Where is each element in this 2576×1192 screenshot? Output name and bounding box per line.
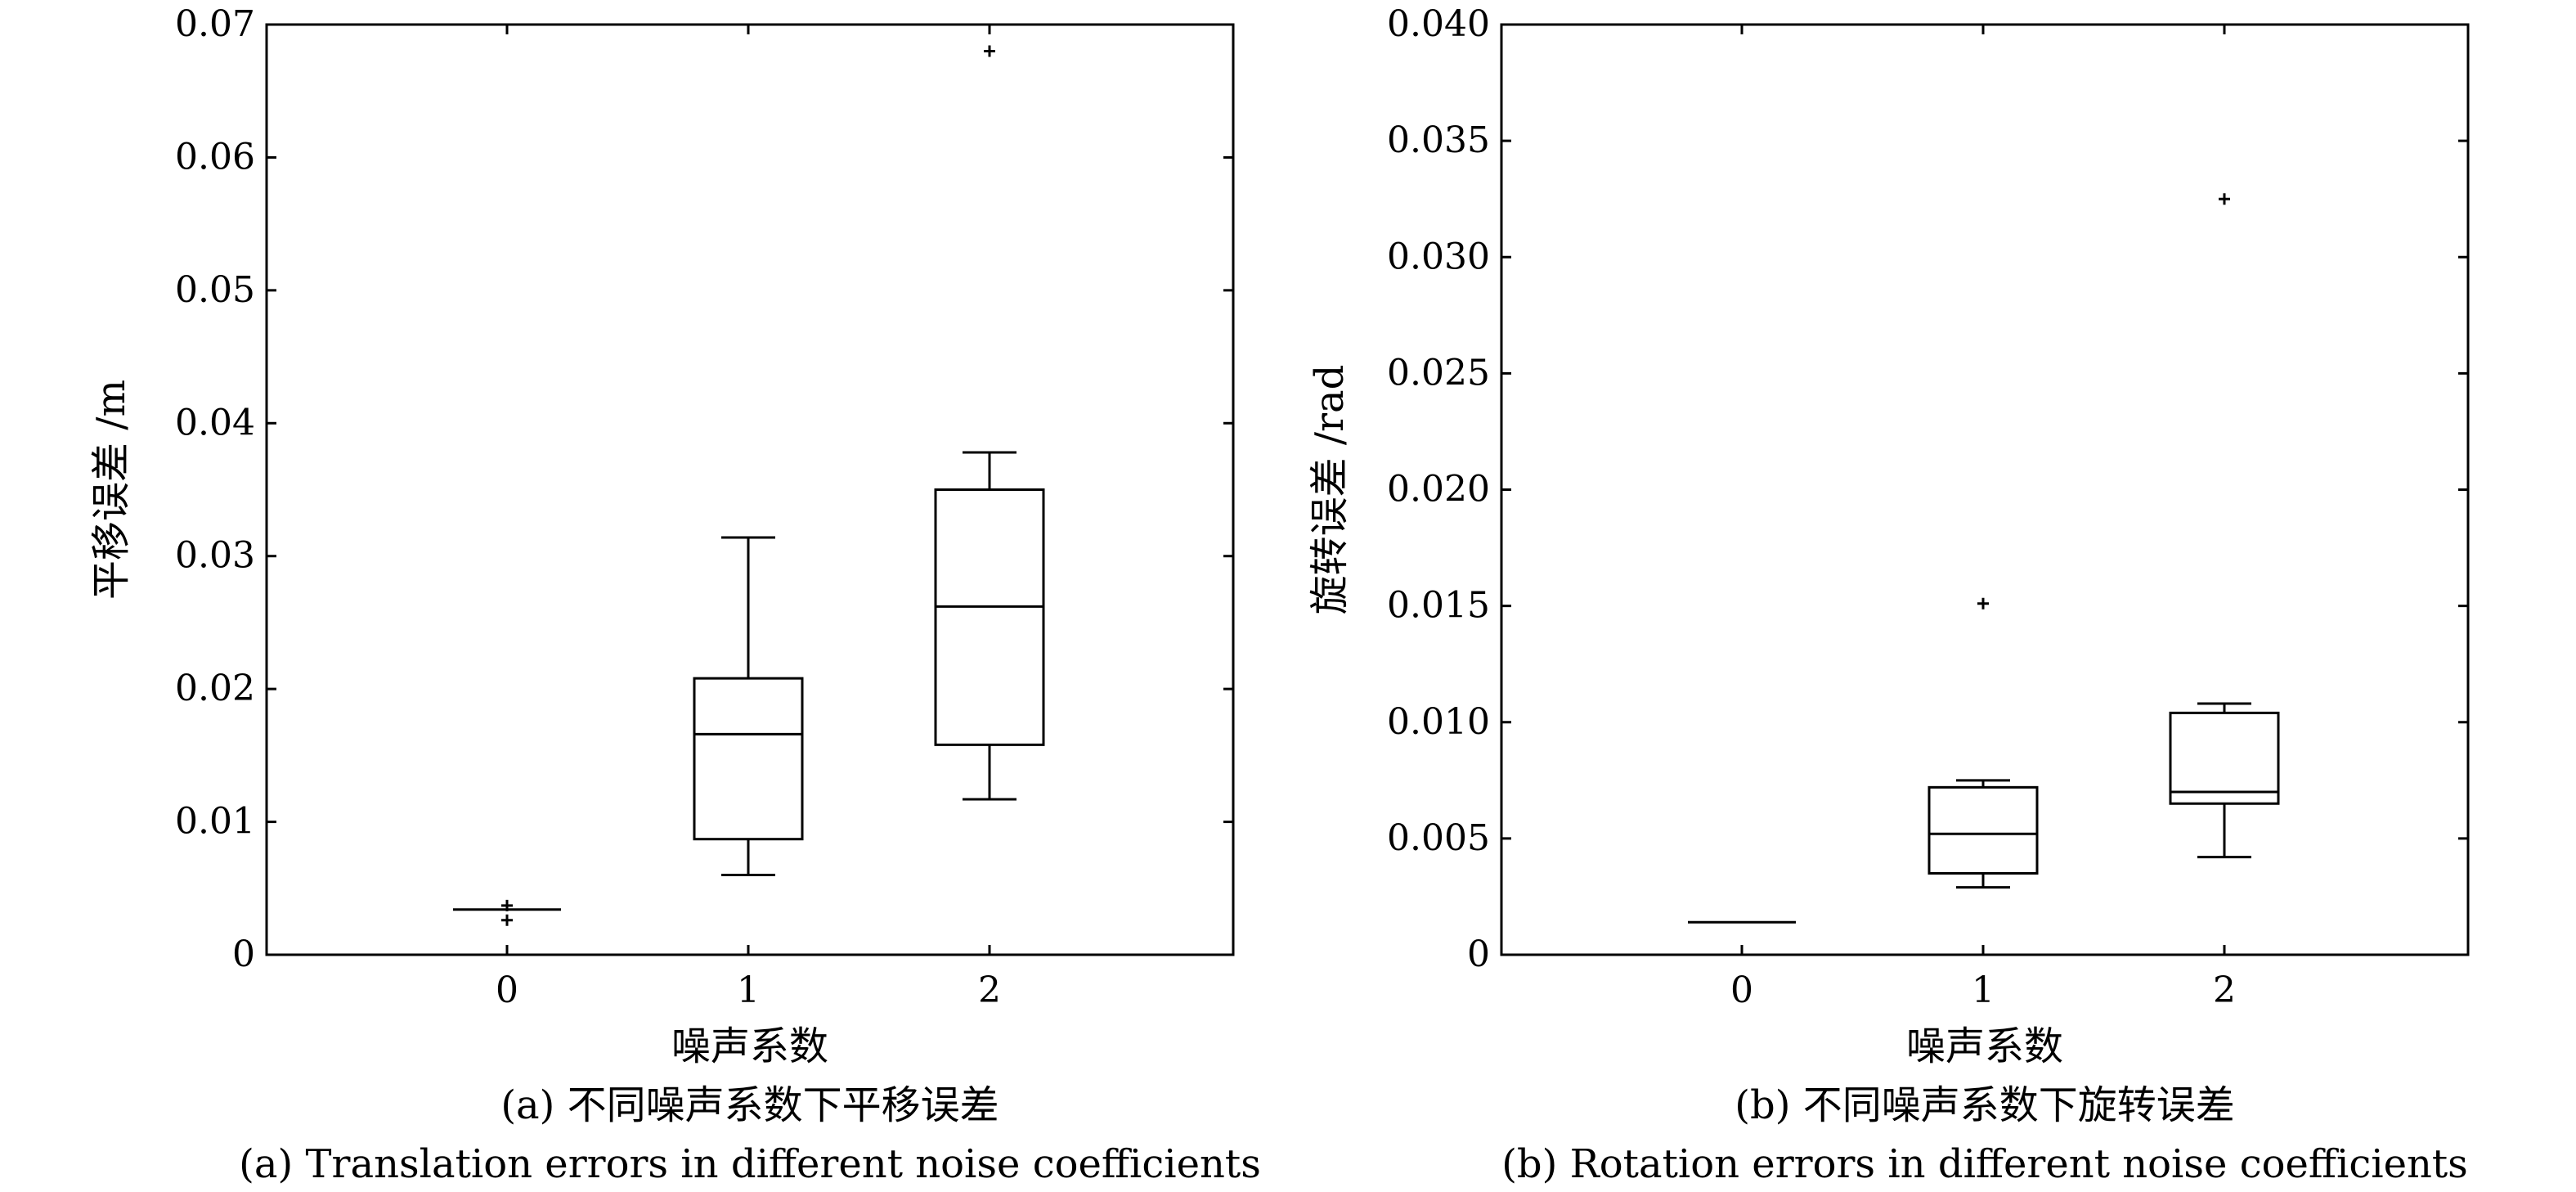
outlier-marker bbox=[2219, 193, 2230, 205]
box-1 bbox=[693, 536, 804, 877]
box-2 bbox=[2169, 193, 2280, 859]
caption-chinese: (b) 不同噪声系数下旋转误差 bbox=[1735, 1082, 2234, 1128]
x-tick-label: 1 bbox=[1972, 969, 1995, 1011]
y-axis-title: 旋转误差 /rad bbox=[1307, 365, 1353, 615]
y-tick-label: 0 bbox=[1467, 933, 1490, 975]
y-tick-label: 0.07 bbox=[175, 3, 255, 45]
y-tick-label: 0.06 bbox=[175, 136, 255, 178]
outlier-marker bbox=[1977, 597, 1989, 609]
box-iqr bbox=[2169, 711, 2280, 805]
y-tick-label: 0.005 bbox=[1387, 817, 1490, 859]
x-axis-title: 噪声系数 bbox=[671, 1023, 828, 1069]
box-iqr bbox=[693, 677, 804, 841]
box-2 bbox=[934, 45, 1045, 801]
x-tick-label: 2 bbox=[2213, 969, 2236, 1011]
caption-english: (a) Translation errors in different nois… bbox=[239, 1141, 1261, 1187]
caption-english: (b) Rotation errors in different noise c… bbox=[1501, 1141, 2468, 1187]
chart-rotation-errors: 0 0.005 0.010 0.015 0.020 0.025 0.030 0.035 0.04… bbox=[1307, 3, 2470, 1187]
y-tick-label: 0.04 bbox=[175, 402, 255, 443]
outlier-marker bbox=[984, 45, 995, 57]
y-tick-label: 0.035 bbox=[1387, 119, 1490, 161]
y-tick-label: 0.01 bbox=[175, 801, 255, 843]
y-axis-title: 平移误差 /m bbox=[88, 380, 134, 600]
x-axis-title: 噪声系数 bbox=[1906, 1023, 2063, 1069]
box-iqr bbox=[1928, 785, 2039, 875]
x-tick-label: 0 bbox=[496, 969, 518, 1011]
box-0 bbox=[453, 899, 561, 926]
y-tick-label: 0.020 bbox=[1387, 469, 1490, 511]
caption-chinese: (a) 不同噪声系数下平移误差 bbox=[500, 1082, 999, 1128]
outlier-marker bbox=[501, 899, 513, 911]
box-iqr bbox=[934, 488, 1045, 746]
y-tick-label: 0.03 bbox=[175, 535, 255, 577]
y-tick-label: 0.015 bbox=[1387, 585, 1490, 627]
plot-frame bbox=[265, 23, 1235, 956]
y-tick-label: 0.010 bbox=[1387, 701, 1490, 743]
y-tick-label: 0.025 bbox=[1387, 352, 1490, 394]
x-tick-label: 2 bbox=[978, 969, 1001, 1011]
x-tick-label: 1 bbox=[737, 969, 760, 1011]
y-tick-label: 0.030 bbox=[1387, 236, 1490, 277]
x-tick-label: 0 bbox=[1730, 969, 1753, 1011]
chart-translation-errors: 0 0.01 0.02 0.03 0.04 0.05 0.06 0.07 0 1 2 噪声系数 平移误差… bbox=[88, 3, 1261, 1187]
plot-frame bbox=[1500, 23, 2470, 956]
outlier-marker bbox=[501, 914, 513, 926]
box-1 bbox=[1928, 597, 2039, 889]
y-tick-label: 0.05 bbox=[175, 269, 255, 311]
y-tick-label: 0.02 bbox=[175, 668, 255, 709]
y-tick-label: 0.040 bbox=[1387, 3, 1490, 45]
y-tick-label: 0 bbox=[232, 933, 255, 975]
